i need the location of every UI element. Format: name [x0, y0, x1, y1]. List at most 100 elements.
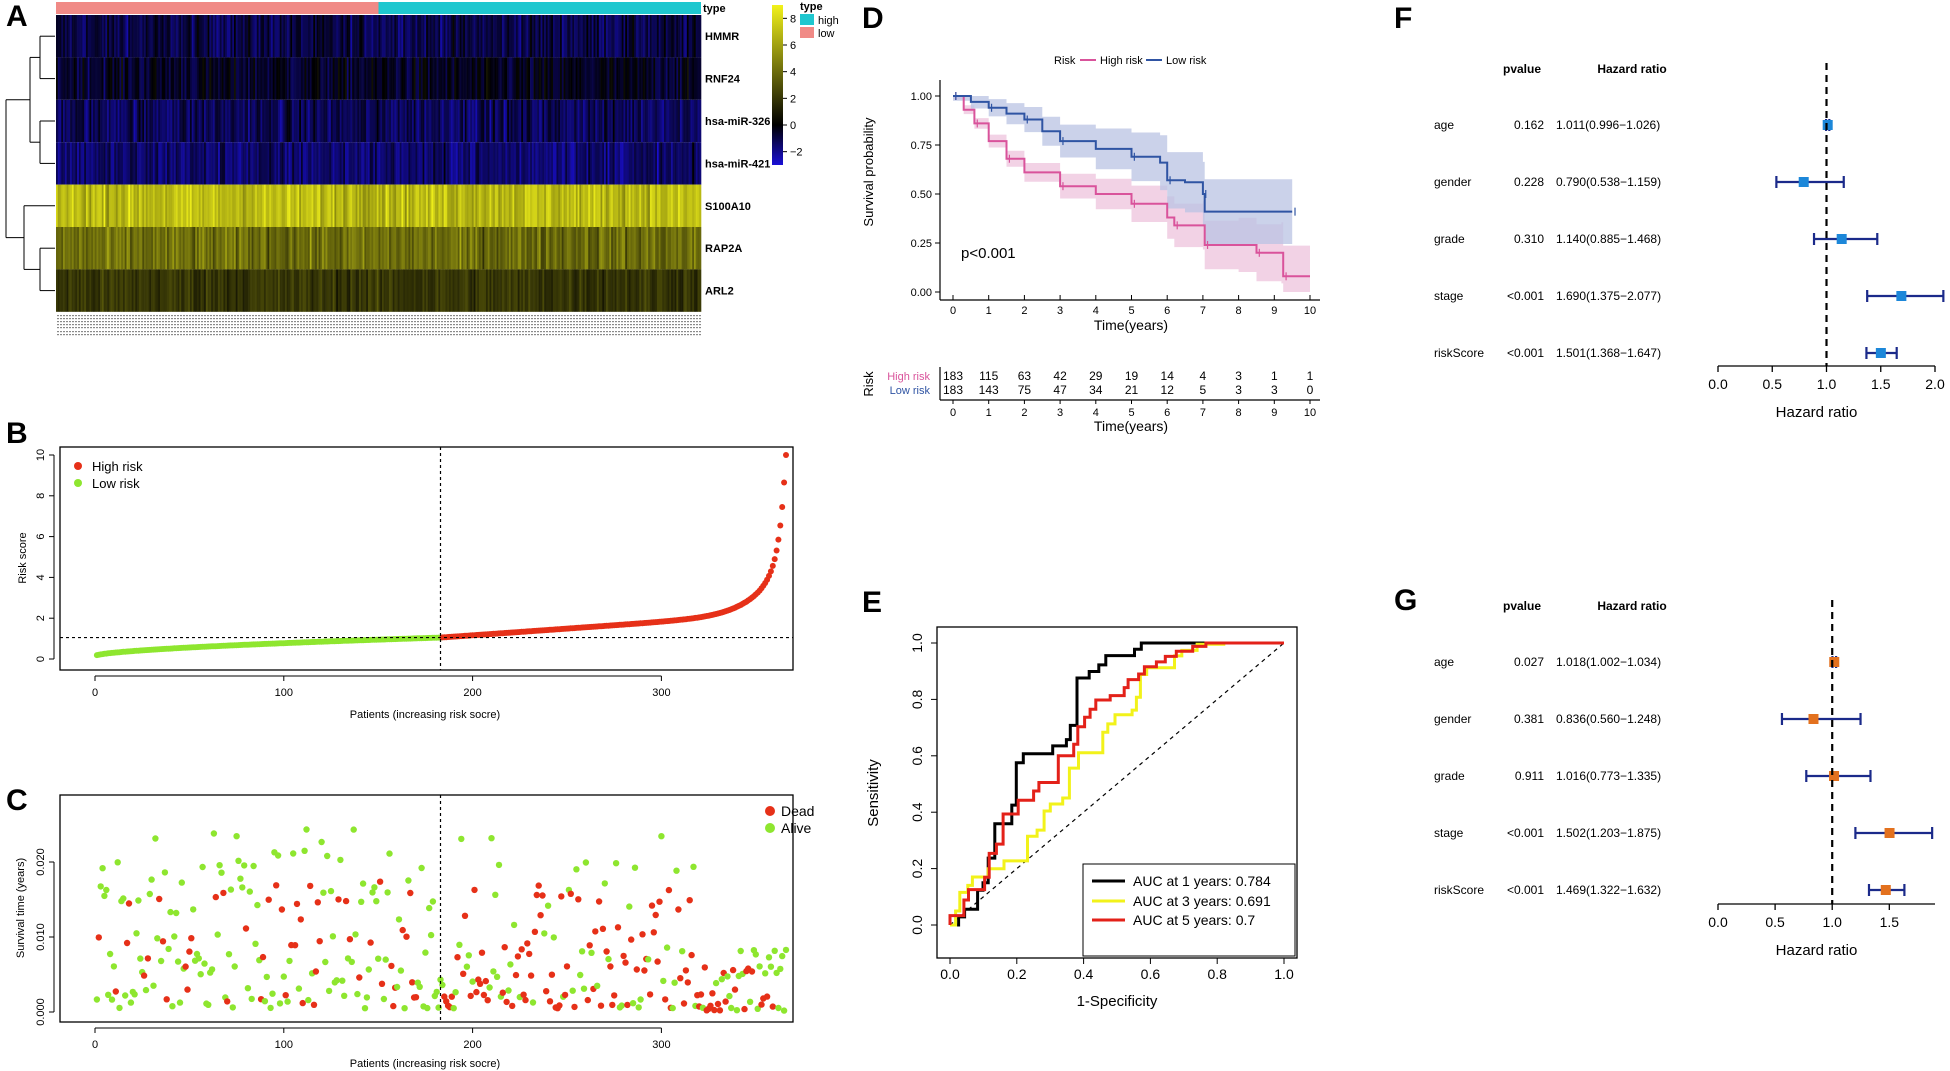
- dead-point: [265, 896, 272, 903]
- heatmap-row-label: ARL2: [705, 286, 734, 298]
- heatmap-cell: [457, 269, 460, 312]
- heatmap-cell: [376, 269, 379, 312]
- heatmap-cell: [200, 184, 203, 227]
- heatmap-cell: [456, 142, 459, 185]
- heatmap-cell: [445, 184, 448, 227]
- heatmap-cell: [634, 99, 637, 143]
- heatmap-cell: [582, 57, 585, 100]
- alive-point: [582, 859, 590, 866]
- risk-table-value: 19: [1125, 369, 1139, 383]
- risk-table-x-tick-label: 10: [1304, 407, 1316, 419]
- heatmap-cell: [433, 57, 436, 100]
- heatmap-cell: [337, 184, 341, 227]
- heatmap-cell: [177, 99, 180, 143]
- heatmap-cell: [547, 142, 550, 185]
- heatmap-cell: [605, 57, 608, 100]
- heatmap-cell: [674, 227, 677, 270]
- heatmap-cell: [586, 184, 589, 227]
- heatmap-cell: [212, 15, 215, 58]
- dead-point: [259, 953, 267, 961]
- dead-point: [376, 878, 384, 885]
- heatmap-cell: [78, 57, 81, 100]
- heatmap-cell: [313, 99, 316, 143]
- heatmap-cell: [212, 99, 215, 143]
- dead-point: [639, 931, 646, 938]
- km-x-tick-label: 4: [1093, 305, 1099, 317]
- heatmap-cell: [330, 57, 333, 100]
- heatmap-cell: [438, 269, 441, 312]
- heatmap-cell: [306, 142, 309, 185]
- heatmap-cell: [665, 227, 668, 270]
- heatmap-cell: [503, 227, 506, 270]
- heatmap-cell: [655, 57, 658, 100]
- dead-point: [156, 895, 163, 903]
- heatmap-cell: [399, 142, 402, 185]
- heatmap-cell: [320, 99, 323, 143]
- risk-table-x-tick-label: 8: [1236, 407, 1242, 419]
- heatmap-cell: [614, 15, 617, 58]
- heatmap-cell: [628, 184, 631, 227]
- heatmap-cell: [496, 142, 499, 185]
- heatmap-cell: [517, 227, 520, 270]
- heatmap-cell: [681, 57, 684, 100]
- survival-status-xlabel: Patients (increasing risk socre): [350, 1058, 500, 1070]
- dead-point: [707, 1002, 714, 1009]
- heatmap-cell: [473, 184, 476, 227]
- heatmap-cell: [438, 57, 441, 100]
- heatmap-cell: [609, 57, 612, 100]
- heatmap-cell: [450, 184, 453, 227]
- heatmap-cell: [581, 15, 584, 58]
- risk-table-value: 14: [1161, 369, 1175, 383]
- heatmap-cell: [126, 15, 129, 58]
- heatmap-cell: [290, 227, 293, 270]
- heatmap-cell: [260, 15, 263, 58]
- heatmap-cell: [186, 142, 189, 185]
- heatmap-cell: [505, 227, 508, 270]
- heatmap-cell: [133, 142, 136, 185]
- dead-point: [518, 946, 525, 953]
- color-scale-tick-label: 2: [790, 93, 796, 105]
- dead-point: [622, 959, 629, 966]
- heatmap-cell: [311, 15, 314, 58]
- heatmap-cell: [117, 184, 120, 227]
- heatmap-cell: [63, 269, 66, 312]
- heatmap-cell: [482, 269, 485, 312]
- alive-point: [544, 902, 552, 909]
- heatmap-cell: [575, 184, 578, 227]
- heatmap-cell: [401, 184, 404, 227]
- heatmap-cell: [390, 57, 393, 100]
- heatmap-cell: [493, 184, 496, 227]
- heatmap-cell: [649, 142, 652, 185]
- heatmap-cell: [159, 227, 163, 270]
- heatmap-cell: [663, 142, 667, 185]
- heatmap-cell: [325, 142, 328, 185]
- heatmap-cell: [241, 99, 244, 143]
- heatmap-cell: [124, 227, 127, 270]
- heatmap-cell: [237, 142, 240, 185]
- heatmap-cell: [410, 57, 413, 100]
- heatmap-cell: [685, 99, 688, 143]
- heatmap-cell: [582, 184, 585, 227]
- heatmap-cell: [531, 227, 534, 270]
- heatmap-cell: [556, 227, 559, 270]
- heatmap-cell: [96, 269, 99, 312]
- heatmap-cell: [256, 15, 259, 58]
- heatmap-cell: [297, 184, 300, 227]
- heatmap-cell: [533, 99, 536, 143]
- heatmap-cell: [149, 57, 152, 100]
- heatmap-cell: [165, 227, 168, 270]
- forest-x-tick-label: 2.0: [1925, 376, 1945, 392]
- heatmap-cell: [359, 227, 362, 270]
- heatmap-cell: [147, 57, 150, 100]
- heatmap-cell: [426, 15, 429, 58]
- heatmap-cell: [159, 15, 163, 58]
- heatmap-cell: [135, 57, 138, 100]
- heatmap-cell: [68, 142, 71, 185]
- heatmap-cell: [288, 269, 291, 312]
- heatmap-cell: [336, 99, 339, 143]
- heatmap-cell: [558, 227, 561, 270]
- heatmap-cell: [459, 269, 462, 312]
- heatmap-cell: [200, 269, 203, 312]
- heatmap-cell: [584, 57, 587, 100]
